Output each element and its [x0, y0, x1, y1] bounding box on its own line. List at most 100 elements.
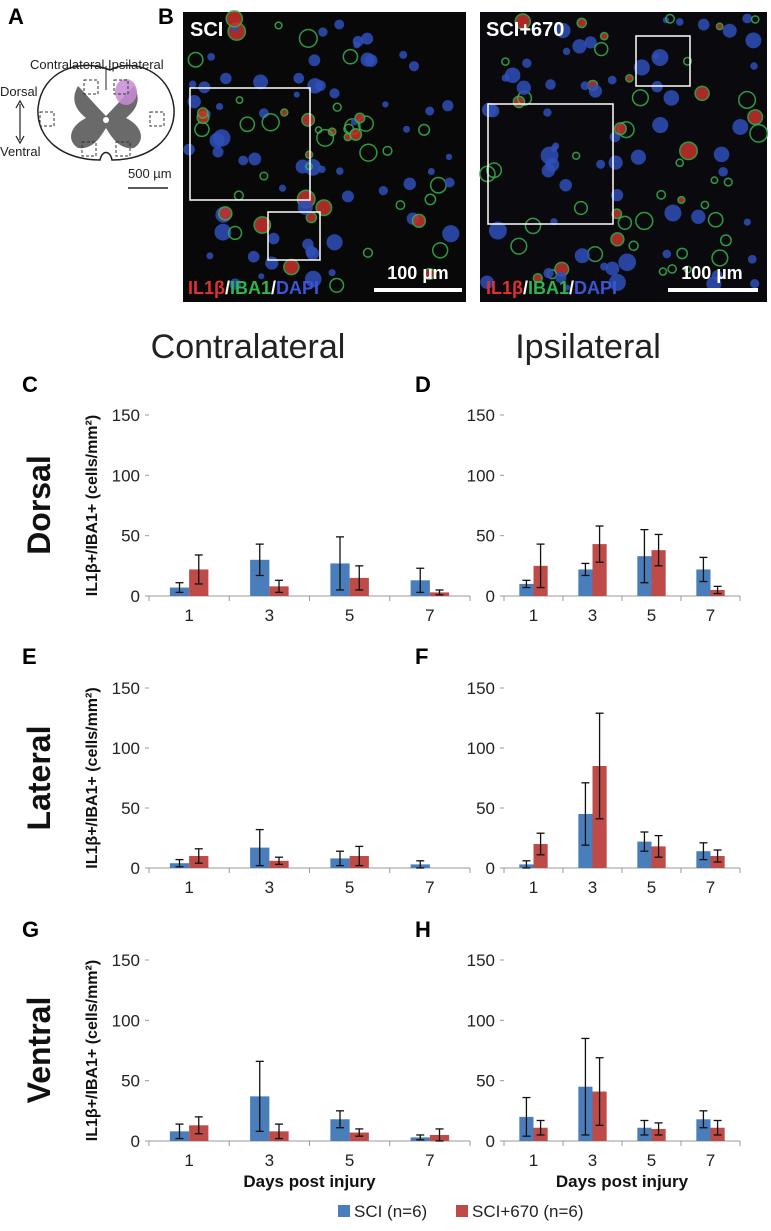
error-bar	[435, 589, 444, 596]
cell	[599, 31, 609, 41]
y-tick-label: 0	[131, 587, 140, 606]
cell	[747, 254, 757, 264]
cell	[297, 199, 313, 215]
error-bar	[335, 536, 344, 591]
cell	[715, 22, 724, 31]
cell	[737, 90, 757, 110]
cell	[677, 195, 686, 205]
cell	[247, 250, 260, 263]
cell	[653, 53, 660, 60]
x-tick-label: 3	[588, 878, 597, 897]
cell	[611, 208, 623, 220]
cell	[610, 189, 624, 202]
cell	[480, 275, 494, 289]
error-bar	[355, 565, 364, 591]
error-bar	[275, 856, 284, 866]
stain-label: IL1β/IBA1/DAPI	[188, 278, 319, 298]
cell	[524, 217, 542, 235]
x-tick-label: 1	[529, 878, 538, 897]
cell	[501, 73, 510, 82]
cell	[635, 211, 654, 231]
spinal-cord-diagram	[15, 64, 175, 189]
x-tick-label: 1	[529, 1151, 538, 1170]
cell	[722, 23, 737, 38]
y-tick-label: 150	[112, 951, 140, 970]
y-tick-label: 150	[467, 951, 495, 970]
cell	[359, 143, 378, 162]
error-bar	[654, 1122, 663, 1136]
cell	[543, 267, 554, 279]
cell	[710, 176, 719, 185]
cell	[229, 278, 241, 290]
cell	[482, 102, 497, 118]
cell	[267, 232, 280, 245]
cell	[571, 151, 581, 161]
stain: IL1β	[188, 278, 225, 298]
legend-label: SCI (n=6)	[354, 1202, 427, 1221]
cell	[501, 57, 510, 66]
cell	[283, 258, 300, 276]
cell	[745, 32, 762, 49]
error-bar	[194, 848, 203, 864]
cell	[516, 80, 531, 95]
scale-label: 500 µm	[128, 166, 172, 181]
cell	[328, 269, 336, 277]
column-header: Contralateral	[151, 328, 346, 366]
cell	[732, 119, 749, 135]
cell	[652, 116, 669, 134]
panel-letter: H	[415, 917, 431, 942]
error-bar	[713, 585, 722, 595]
cell	[253, 74, 269, 90]
y-tick-label: 50	[476, 799, 495, 818]
cell	[742, 13, 753, 24]
cell	[442, 100, 454, 112]
y-tick-label: 0	[131, 859, 140, 878]
cell	[196, 107, 209, 119]
image-title: SCI+670	[486, 19, 564, 41]
x-tick-label: 5	[345, 606, 354, 625]
cell	[305, 245, 317, 257]
cell	[750, 62, 758, 70]
error-bar	[699, 1110, 708, 1129]
cell	[329, 277, 345, 293]
stain: /	[271, 278, 276, 298]
cell	[555, 271, 567, 284]
cell	[656, 189, 667, 200]
cell	[293, 91, 300, 98]
x-axis-label: Days post injury	[556, 1172, 689, 1191]
cell	[514, 13, 532, 30]
bar	[250, 559, 270, 596]
cell	[308, 54, 321, 67]
cell	[442, 225, 460, 243]
y-tick-label: 50	[121, 799, 140, 818]
cell	[215, 102, 224, 111]
cell	[605, 261, 620, 276]
panel-letter: F	[415, 644, 428, 669]
error-bar	[640, 1119, 649, 1136]
bar	[330, 1119, 350, 1141]
cell	[206, 252, 214, 260]
y-tick-label: 0	[486, 859, 495, 878]
scale-label: 100 µm	[681, 263, 742, 283]
cell	[618, 253, 636, 272]
x-tick-label: 3	[588, 1151, 597, 1170]
y-tick-label: 50	[476, 527, 495, 546]
cell	[187, 51, 204, 68]
cell	[258, 273, 265, 280]
cell	[408, 61, 420, 72]
cell	[418, 123, 431, 136]
cell	[209, 132, 225, 148]
cell	[329, 88, 340, 99]
y-tick-label: 50	[121, 1072, 140, 1091]
stain: DAPI	[574, 278, 617, 298]
y-tick-label: 50	[121, 527, 140, 546]
error-bar	[654, 533, 663, 567]
cell	[675, 158, 685, 168]
panel-letter: B	[158, 4, 174, 29]
y-tick-label: 0	[486, 587, 495, 606]
error-bar	[335, 1110, 344, 1129]
bar	[533, 844, 548, 868]
error-bar	[416, 567, 425, 594]
x-tick-label: 7	[425, 1151, 434, 1170]
scale-label: 100 µm	[387, 263, 448, 283]
